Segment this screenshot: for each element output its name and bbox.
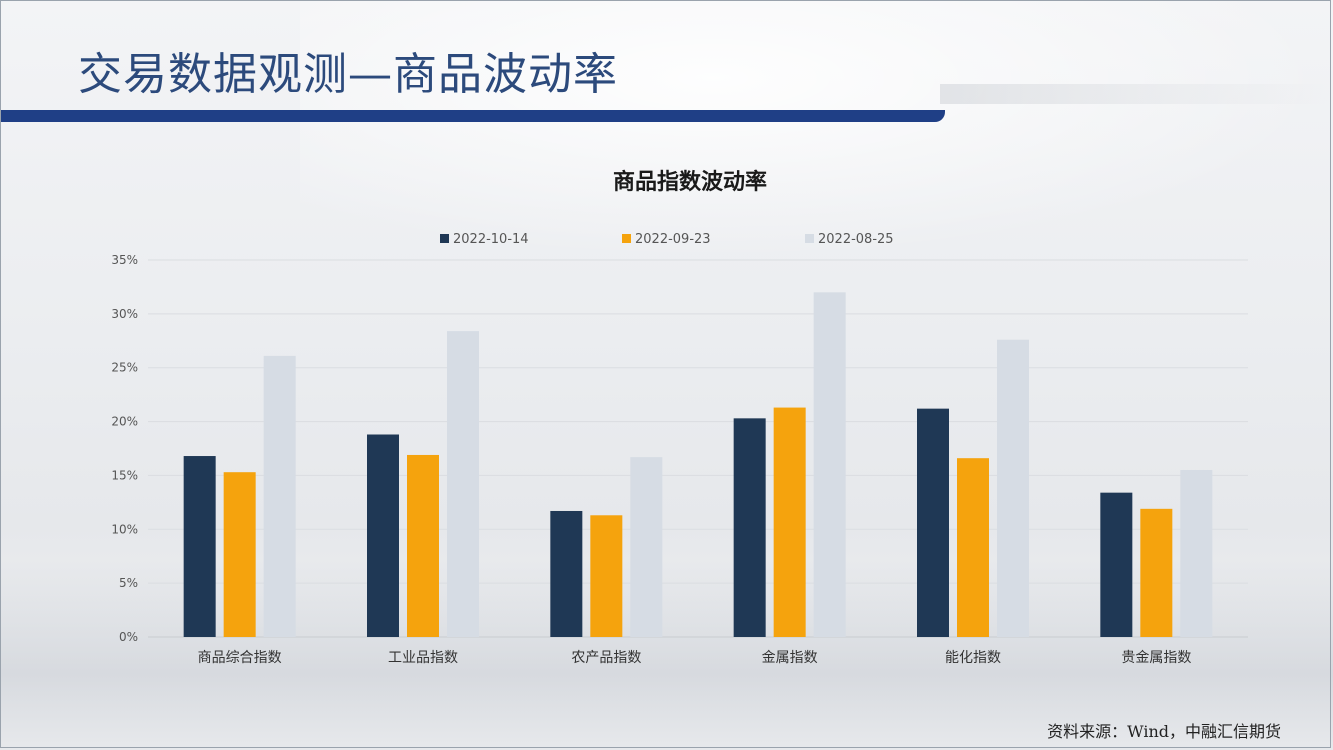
bar-1-series-2 [223, 472, 256, 637]
x-tick-label: 金属指数 [762, 650, 818, 666]
bar-6-series-2 [1140, 508, 1173, 637]
bar-1-series-1 [183, 456, 216, 637]
x-tick-label: 工业品指数 [388, 650, 458, 666]
y-tick-label: 35% [111, 253, 138, 267]
bar-3-series-1 [550, 510, 583, 637]
legend-label-3: 2022-08-25 [818, 232, 894, 247]
legend-swatch-2 [622, 234, 631, 243]
bar-5-series-3 [997, 339, 1029, 637]
y-tick-label: 10% [111, 522, 138, 536]
bar-6-series-3 [1180, 470, 1213, 637]
y-tick-label: 15% [111, 468, 138, 482]
bar-4-series-1 [733, 418, 766, 637]
title-bar-accent [940, 84, 1333, 104]
legend-swatch-1 [440, 234, 449, 243]
bar-3-series-2 [590, 515, 623, 637]
page-title: 交易数据观测—商品波动率 [78, 49, 618, 100]
bar-3-series-3 [630, 457, 663, 637]
x-tick-label: 能化指数 [945, 650, 1001, 666]
y-tick-label: 0% [119, 630, 138, 644]
legend-swatch-3 [805, 234, 814, 243]
bar-4-series-3 [813, 292, 846, 637]
y-tick-label: 20% [111, 415, 138, 429]
y-tick-label: 25% [111, 361, 138, 375]
y-tick-label: 5% [119, 576, 138, 590]
title-underline-bar [0, 110, 945, 122]
x-tick-label: 贵金属指数 [1121, 650, 1191, 666]
chart-title: 商品指数波动率 [613, 169, 767, 195]
bar-1-series-3 [263, 355, 296, 637]
bar-2-series-2 [407, 454, 439, 637]
bar-5-series-2 [957, 458, 989, 637]
bar-6-series-1 [1100, 492, 1133, 637]
x-tick-label: 农产品指数 [571, 650, 641, 666]
background-sheen [300, 0, 1333, 260]
legend-label-1: 2022-10-14 [453, 232, 529, 247]
source-note: 资料来源：Wind，中融汇信期货 [1047, 722, 1281, 741]
y-tick-label: 30% [111, 307, 138, 321]
x-tick-label: 商品综合指数 [198, 650, 282, 666]
bar-2-series-1 [367, 434, 399, 637]
bar-2-series-3 [447, 331, 479, 637]
legend-label-2: 2022-09-23 [635, 232, 711, 247]
bar-5-series-1 [917, 408, 949, 637]
bar-4-series-2 [773, 407, 806, 637]
